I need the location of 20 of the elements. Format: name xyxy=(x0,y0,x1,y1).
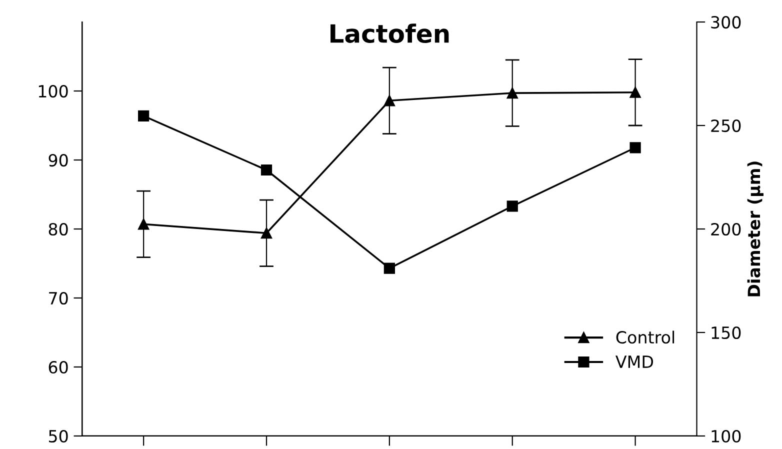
point xyxy=(630,142,641,154)
y2-tick-label: 100 xyxy=(712,430,741,443)
y-tick-label: 50 xyxy=(48,430,68,443)
point xyxy=(506,200,518,212)
point xyxy=(138,110,150,122)
y-tick-label: 100 xyxy=(38,84,68,98)
y2-tick-label: 250 xyxy=(711,119,741,132)
y-tick-label: 70 xyxy=(49,292,68,305)
chart-title: Lactofen xyxy=(330,24,449,43)
y2-tick-label: 200 xyxy=(711,222,741,236)
y-tick-label: 80 xyxy=(48,222,68,236)
y-tick-label: 60 xyxy=(48,360,68,374)
point xyxy=(384,262,395,274)
y2-tick-label: 150 xyxy=(712,326,741,340)
legend-label: VMD xyxy=(616,356,654,368)
y2-axis-title: Diameter (µm) xyxy=(747,162,764,296)
point xyxy=(260,164,272,176)
legend-label: Control xyxy=(616,330,674,344)
y2-tick-label: 300 xyxy=(711,16,741,29)
y-tick-label: 90 xyxy=(48,154,68,167)
